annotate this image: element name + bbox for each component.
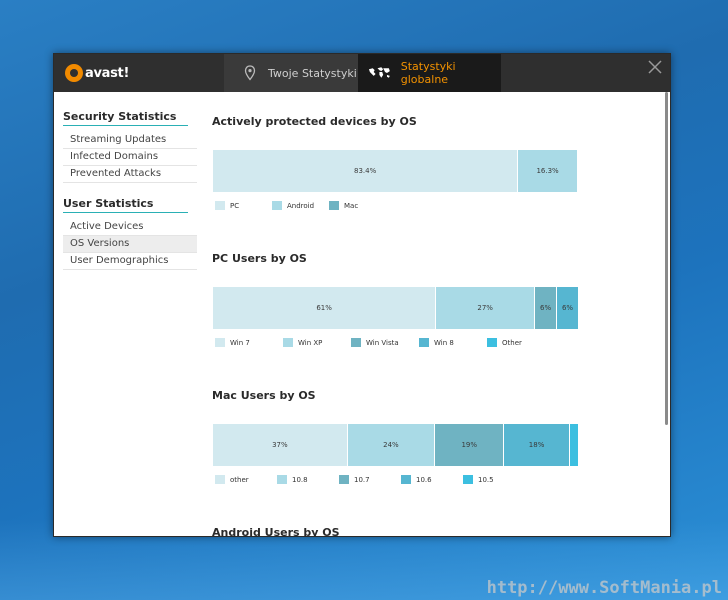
chart-legend: PC Android Mac (215, 201, 386, 210)
legend-swatch (215, 201, 225, 210)
tab-my-statistics[interactable]: Twoje Statystyki (224, 54, 358, 92)
chart-mac-users-by-os: Mac Users by OS 37% 24% 19% 18% other 10.8 10… (212, 389, 662, 484)
section-title-user: User Statistics (63, 197, 188, 213)
close-icon[interactable] (646, 58, 664, 76)
bar-segment-pc: 83.4% (213, 150, 519, 192)
legend-label: Win XP (298, 338, 323, 347)
globe-icon (368, 67, 390, 78)
legend-swatch (463, 475, 473, 484)
legend-label: Other (502, 338, 522, 347)
chart-pc-users-by-os: PC Users by OS 61% 27% 6% 6% Win 7 Win XP Win… (212, 252, 662, 347)
title-bar: avast! Twoje Statystyki Statystyki globa… (54, 54, 670, 92)
bar-segment-android: 16.3% (518, 150, 578, 192)
legend-label: Win Vista (366, 338, 399, 347)
main-content: Actively protected devices by OS 83.4% 16… (200, 92, 662, 536)
bar-segment-win-8: 6% (557, 287, 579, 329)
legend-label: other (230, 475, 249, 484)
legend-item: 10.7 (339, 475, 401, 484)
bar-segment-mac (577, 150, 579, 192)
sidebar-item-user-demographics[interactable]: User Demographics (63, 253, 197, 270)
watermark-text: http://www.SoftMania.pl (486, 578, 722, 598)
legend-swatch (283, 338, 293, 347)
user-nav-list: Active Devices OS Versions User Demograp… (63, 219, 197, 270)
legend-item: 10.6 (401, 475, 463, 484)
bar-segment-win-xp: 27% (436, 287, 536, 329)
legend-swatch (401, 475, 411, 484)
legend-item: Win 7 (215, 338, 283, 347)
legend-label: PC (230, 201, 240, 210)
bar-segment-other: 37% (213, 424, 348, 466)
bar-segment-win-vista: 6% (535, 287, 558, 329)
chart-legend: other 10.8 10.7 10.6 10.5 (215, 475, 525, 484)
bar-segment-10-7: 19% (435, 424, 505, 466)
scrollbar[interactable] (664, 92, 670, 536)
sidebar-item-os-versions[interactable]: OS Versions (63, 236, 197, 253)
legend-label: Win 7 (230, 338, 250, 347)
legend-item: Android (272, 201, 329, 210)
chart-devices-by-os: Actively protected devices by OS 83.4% 16… (212, 115, 662, 210)
legend-label: 10.5 (478, 475, 494, 484)
avast-logo: avast! (65, 63, 129, 83)
chart-title: Actively protected devices by OS (212, 115, 417, 128)
security-nav-list: Streaming Updates Infected Domains Preve… (63, 132, 197, 183)
legend-label: Android (287, 201, 315, 210)
chart-title: PC Users by OS (212, 252, 307, 265)
legend-swatch (487, 338, 497, 347)
sidebar-item-infected-domains[interactable]: Infected Domains (63, 149, 197, 166)
legend-swatch (215, 338, 225, 347)
legend-swatch (339, 475, 349, 484)
legend-label: 10.7 (354, 475, 370, 484)
legend-swatch (215, 475, 225, 484)
tab-my-statistics-label: Twoje Statystyki (268, 66, 357, 80)
legend-label: 10.8 (292, 475, 308, 484)
sidebar-item-streaming-updates[interactable]: Streaming Updates (63, 132, 197, 149)
scrollbar-thumb[interactable] (665, 92, 668, 425)
legend-swatch (272, 201, 282, 210)
sidebar: Security Statistics Streaming Updates In… (54, 92, 197, 536)
stacked-bar: 61% 27% 6% 6% (213, 287, 579, 329)
legend-item: other (215, 475, 277, 484)
bar-segment-10-6: 18% (504, 424, 570, 466)
legend-item: Other (487, 338, 555, 347)
legend-label: Mac (344, 201, 359, 210)
sidebar-item-active-devices[interactable]: Active Devices (63, 219, 197, 236)
legend-item: 10.8 (277, 475, 339, 484)
bar-segment-10-8: 24% (347, 424, 436, 466)
legend-swatch (419, 338, 429, 347)
avast-window: avast! Twoje Statystyki Statystyki globa… (53, 53, 671, 537)
legend-swatch (329, 201, 339, 210)
chart-title: Mac Users by OS (212, 389, 316, 402)
tab-global-statistics-label: Statystyki globalne (400, 60, 456, 86)
stacked-bar: 37% 24% 19% 18% (213, 424, 579, 466)
legend-swatch (277, 475, 287, 484)
chart-legend: Win 7 Win XP Win Vista Win 8 Other (215, 338, 555, 347)
tab-global-statistics[interactable]: Statystyki globalne (358, 54, 501, 92)
chart-title: Android Users by OS (212, 526, 340, 536)
legend-item: PC (215, 201, 272, 210)
legend-item: Win Vista (351, 338, 419, 347)
stacked-bar: 83.4% 16.3% (213, 150, 579, 192)
legend-label: 10.6 (416, 475, 432, 484)
bar-segment-win-7: 61% (213, 287, 437, 329)
pin-icon (244, 65, 256, 81)
section-title-security: Security Statistics (63, 110, 188, 126)
legend-item: Win XP (283, 338, 351, 347)
sidebar-item-prevented-attacks[interactable]: Prevented Attacks (63, 166, 197, 183)
legend-swatch (351, 338, 361, 347)
logo-text: avast! (85, 65, 130, 81)
chart-android-users-by-os: Android Users by OS (212, 526, 662, 536)
avast-logo-icon (65, 64, 83, 82)
legend-item: Mac (329, 201, 386, 210)
legend-label: Win 8 (434, 338, 454, 347)
bar-segment-10-5 (569, 424, 579, 466)
legend-item: 10.5 (463, 475, 525, 484)
legend-item: Win 8 (419, 338, 487, 347)
